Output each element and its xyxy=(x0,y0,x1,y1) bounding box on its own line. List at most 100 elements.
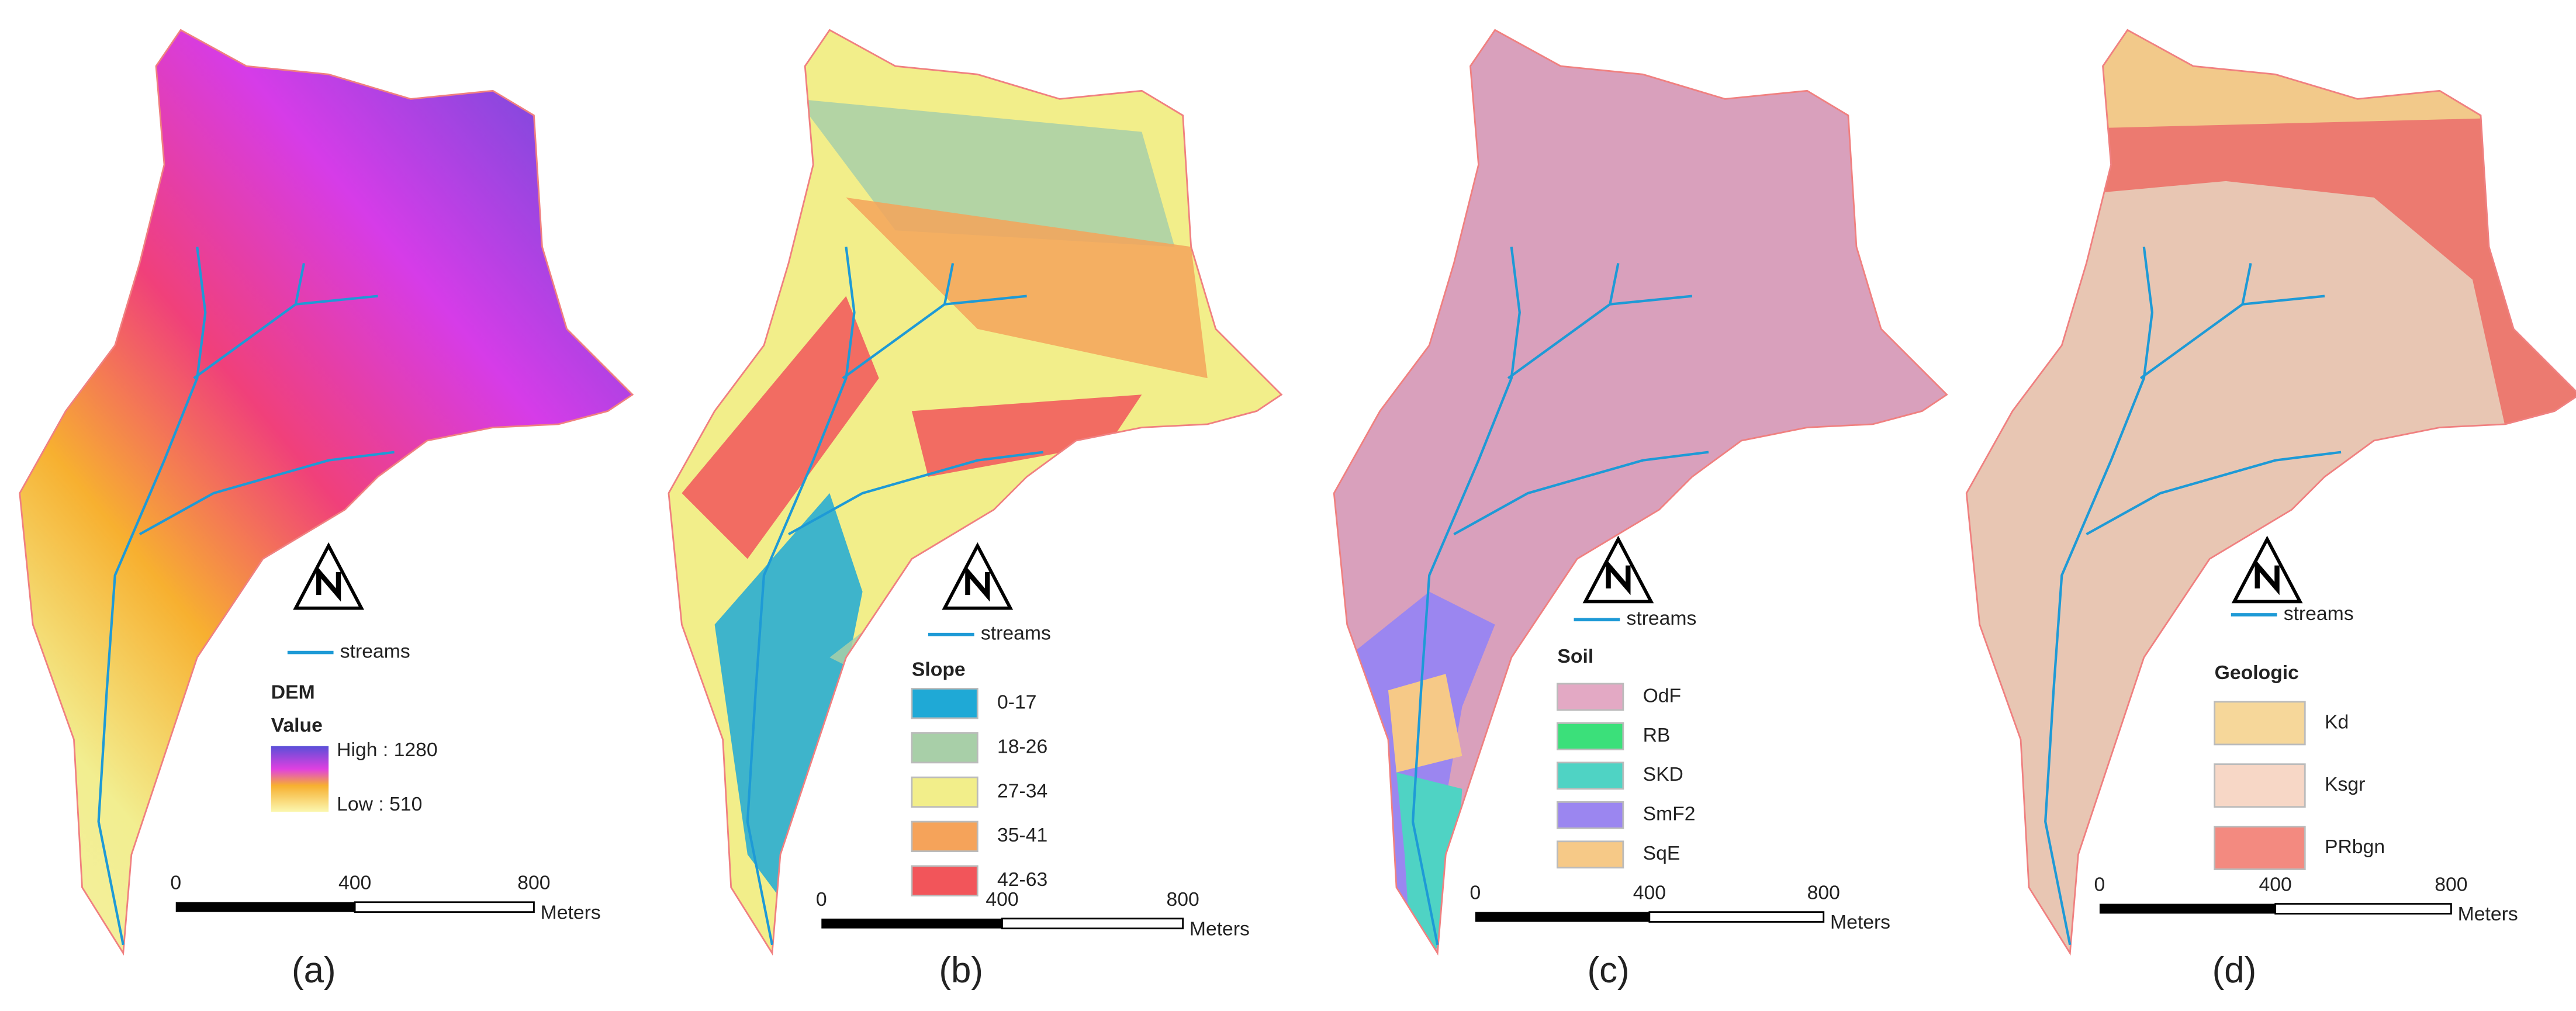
panel: streams DEM Value High : 1280 Low : 510 0 400 8… xyxy=(19,29,634,991)
legend-label: 35-41 xyxy=(997,824,1047,846)
north-arrow-n xyxy=(2255,559,2280,595)
legend-label: SqE xyxy=(1643,842,1681,864)
panel: streams Slope 0-17 18-26 27-34 35-41 42-63 0 400… xyxy=(668,29,1282,991)
legend-swatch xyxy=(1557,722,1624,750)
legend-high: High : 1280 xyxy=(337,739,437,761)
watershed xyxy=(1334,30,1947,953)
legend-label: PRbgn xyxy=(2325,836,2385,858)
legend-swatch xyxy=(1557,801,1624,829)
panel-caption: (d) xyxy=(2212,950,2257,991)
scale-unit: Meters xyxy=(1830,911,1890,933)
geo-prbgn xyxy=(1966,115,2576,428)
stream xyxy=(2086,451,2342,536)
scale-tick: 0 xyxy=(816,888,827,910)
legend-title: Geologic xyxy=(2215,662,2299,684)
streams-label: streams xyxy=(340,640,410,662)
scale-bar-white xyxy=(354,901,535,913)
legend-subtitle: Value xyxy=(271,714,323,736)
stream xyxy=(746,247,856,946)
legend-label: 42-63 xyxy=(997,868,1047,891)
legend-label: SmF2 xyxy=(1643,803,1696,825)
legend-label: Ksgr xyxy=(2325,773,2365,795)
legend-label: OdF xyxy=(1643,684,1682,707)
scale-unit: Meters xyxy=(2458,903,2518,925)
scale-bar-white xyxy=(2274,903,2452,915)
stream xyxy=(294,263,306,305)
legend-title: DEM xyxy=(271,681,315,704)
legend-swatch xyxy=(1557,761,1624,790)
legend-swatch xyxy=(911,820,978,853)
stream xyxy=(1411,247,1521,946)
slope-class xyxy=(714,493,863,920)
scale-tick: 800 xyxy=(1166,888,1199,910)
stream xyxy=(2241,263,2252,305)
legend-label: SKD xyxy=(1643,763,1683,785)
legend-swatch xyxy=(911,865,978,896)
legend-title: Slope xyxy=(912,658,966,680)
slope-class xyxy=(911,394,1142,477)
legend-title: Soil xyxy=(1557,645,1593,667)
north-arrow xyxy=(2231,535,2303,604)
panel-caption: (c) xyxy=(1588,950,1630,991)
scale-unit: Meters xyxy=(1190,917,1250,940)
scale-tick: 0 xyxy=(1470,882,1481,904)
legend-label: 0-17 xyxy=(997,691,1037,714)
soil-sqe xyxy=(1388,674,1462,773)
slope-class xyxy=(846,198,1208,379)
panel-caption: (b) xyxy=(939,950,983,991)
north-arrow xyxy=(1582,535,1654,604)
scale-bar-white xyxy=(1001,917,1184,930)
legend-swatch xyxy=(2214,826,2306,870)
legend-low: Low : 510 xyxy=(337,793,422,815)
scale-tick: 400 xyxy=(338,872,371,894)
stream xyxy=(2044,247,2153,946)
legend-label: 18-26 xyxy=(997,735,1047,757)
streams-label: streams xyxy=(981,622,1051,645)
streams-label: streams xyxy=(2284,603,2354,625)
scale-tick: 800 xyxy=(2435,874,2467,896)
north-arrow-n xyxy=(316,565,341,602)
dem-key xyxy=(271,746,329,812)
panel: streams Geologic Kd Ksgr PRbgn 0 400 800 Meters (… xyxy=(1965,29,2576,991)
stream xyxy=(139,451,395,536)
soil-skd xyxy=(1396,772,1462,953)
north-arrow-n xyxy=(1606,559,1631,595)
slope-class xyxy=(682,296,879,559)
watershed xyxy=(19,30,633,953)
legend-swatch xyxy=(911,732,978,764)
streams-label: streams xyxy=(1626,607,1696,629)
scale-tick: 0 xyxy=(2094,874,2105,896)
panel: streams Soil OdF RB SKD SmF2 SqE 0 400 800 Meters (… xyxy=(1333,29,1948,991)
geo-kd xyxy=(1966,30,2576,132)
north-arrow xyxy=(293,542,364,610)
scale-tick: 400 xyxy=(2259,874,2292,896)
scale-tick: 800 xyxy=(1807,882,1840,904)
legend-label: 27-34 xyxy=(997,780,1047,802)
stream xyxy=(1453,451,1709,536)
north-arrow-n xyxy=(965,565,990,602)
legend-swatch xyxy=(1557,683,1624,711)
legend-label: Kd xyxy=(2325,711,2349,733)
scale-tick: 0 xyxy=(170,872,181,894)
stream xyxy=(1609,263,1620,305)
legend-label: RB xyxy=(1643,724,1671,746)
legend-swatch xyxy=(911,776,978,808)
scale-tick: 400 xyxy=(986,888,1018,910)
scale-tick: 800 xyxy=(517,872,550,894)
scale-tick: 400 xyxy=(1633,882,1666,904)
legend-swatch xyxy=(2214,701,2306,746)
stream xyxy=(97,247,207,946)
north-arrow xyxy=(942,542,1014,610)
legend-swatch xyxy=(911,687,978,719)
scale-bar-black xyxy=(2099,903,2276,914)
scale-unit: Meters xyxy=(541,901,601,923)
scale-bar-black xyxy=(175,902,355,912)
legend-swatch xyxy=(2214,763,2306,808)
stream xyxy=(788,451,1043,536)
stream xyxy=(943,263,955,305)
dem-surface xyxy=(19,30,633,953)
scale-bar-white xyxy=(1648,911,1825,923)
panel-caption: (a) xyxy=(292,950,336,991)
scale-bar-black xyxy=(821,918,1002,929)
